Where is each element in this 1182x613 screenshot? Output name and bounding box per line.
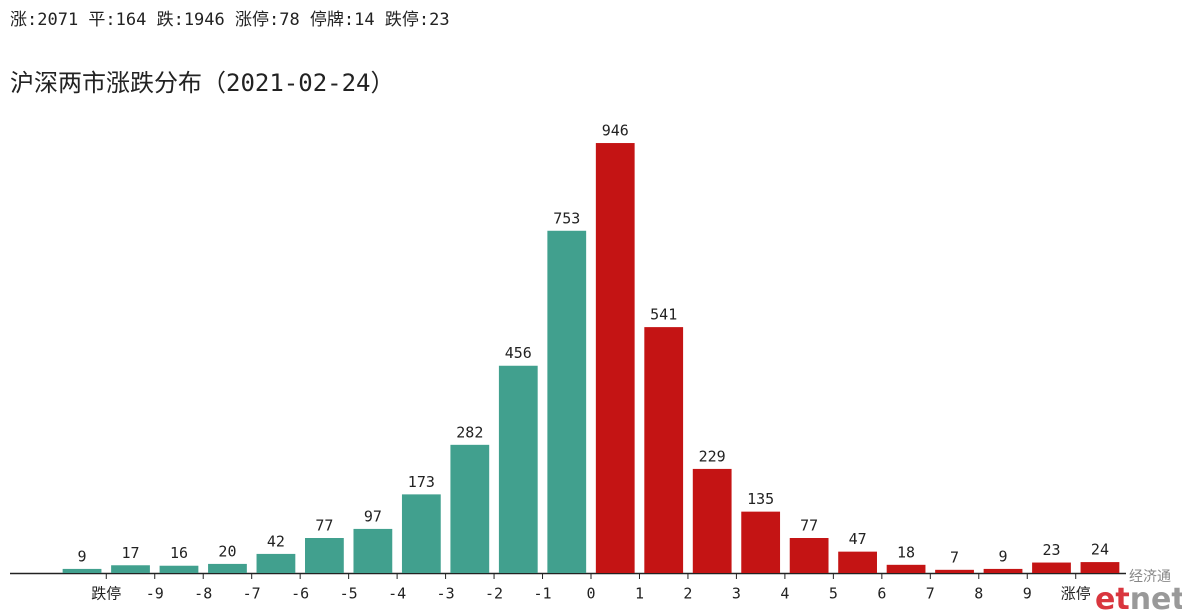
x-tick-label: 跌停 xyxy=(91,585,121,603)
value-label: 9 xyxy=(999,547,1008,565)
watermark-name: 经济通 xyxy=(1129,569,1171,585)
bar xyxy=(1080,562,1120,573)
bar xyxy=(838,551,877,573)
x-tick-label: 7 xyxy=(926,585,935,603)
x-tick-label: -8 xyxy=(194,585,212,603)
bar xyxy=(305,538,344,573)
value-label: 97 xyxy=(364,507,382,525)
value-label: 456 xyxy=(505,344,532,362)
bar xyxy=(62,568,102,573)
bar xyxy=(789,538,829,573)
value-label: 282 xyxy=(456,423,483,441)
x-tick-label: -7 xyxy=(243,585,261,603)
x-tick-label: -9 xyxy=(146,585,164,603)
watermark-logo: etnet xyxy=(1095,582,1182,613)
bar xyxy=(935,569,974,573)
value-label: 7 xyxy=(950,548,959,566)
x-tick-label: -2 xyxy=(485,585,503,603)
value-label: 16 xyxy=(170,544,188,562)
value-label: 135 xyxy=(747,490,774,508)
x-tick-label: -3 xyxy=(437,585,455,603)
x-tick-label: 4 xyxy=(780,585,789,603)
x-tick-label: 涨停 xyxy=(1061,585,1091,603)
bar xyxy=(498,365,538,573)
bar xyxy=(159,565,199,573)
value-label: 77 xyxy=(315,517,333,535)
x-tick-label: -6 xyxy=(291,585,309,603)
x-tick-label: 6 xyxy=(877,585,886,603)
x-tick-label: 3 xyxy=(732,585,741,603)
bar xyxy=(111,565,150,573)
x-tick-label: 1 xyxy=(635,585,644,603)
x-tick-label: 8 xyxy=(974,585,983,603)
bar xyxy=(353,528,393,573)
value-label: 24 xyxy=(1091,541,1109,559)
value-label: 23 xyxy=(1042,541,1060,559)
chart-title: 沪深两市涨跌分布（2021-02-24） xyxy=(10,69,395,97)
value-label: 20 xyxy=(218,542,236,560)
bar xyxy=(1032,562,1071,573)
bar xyxy=(595,143,635,573)
value-label: 541 xyxy=(650,306,677,324)
x-tick-label: -5 xyxy=(340,585,358,603)
bar xyxy=(983,568,1023,573)
x-tick-label: 5 xyxy=(829,585,838,603)
value-label: 47 xyxy=(849,530,867,548)
bar xyxy=(256,553,296,573)
value-label: 173 xyxy=(408,473,435,491)
bar xyxy=(741,511,781,573)
value-label: 17 xyxy=(121,544,139,562)
logo-b: net xyxy=(1130,582,1182,613)
value-label: 9 xyxy=(78,547,87,565)
value-label: 753 xyxy=(553,209,580,227)
value-label: 18 xyxy=(897,543,915,561)
x-tick-label: -4 xyxy=(388,585,406,603)
bar xyxy=(886,564,926,573)
bar xyxy=(401,494,441,573)
x-tick-label: 0 xyxy=(586,585,595,603)
bar xyxy=(547,230,587,573)
x-tick-label: 9 xyxy=(1023,585,1032,603)
value-label: 77 xyxy=(800,517,818,535)
bar xyxy=(450,444,490,573)
value-label: 229 xyxy=(699,447,726,465)
bar xyxy=(208,563,247,573)
bar xyxy=(692,468,732,573)
x-tick-label: -1 xyxy=(533,585,551,603)
value-label: 42 xyxy=(267,532,285,550)
logo-a: et xyxy=(1095,582,1130,613)
bar xyxy=(644,327,684,573)
x-tick-label: 2 xyxy=(683,585,692,603)
value-label: 946 xyxy=(602,122,629,140)
stats-line: 涨:2071 平:164 跌:1946 涨停:78 停牌:14 跌停:23 xyxy=(10,10,450,30)
